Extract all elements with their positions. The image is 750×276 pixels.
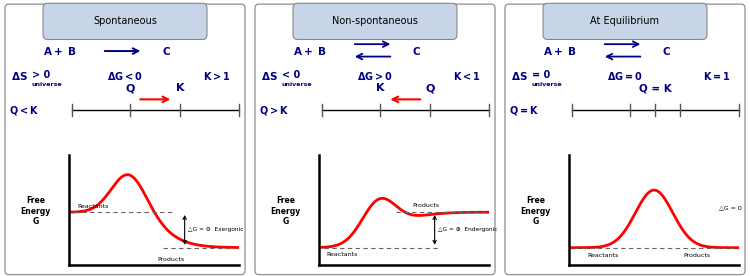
Text: $\mathbf{C}$: $\mathbf{C}$ (162, 45, 171, 57)
Text: universe: universe (32, 82, 62, 87)
Text: Q: Q (426, 83, 435, 93)
FancyBboxPatch shape (293, 3, 457, 39)
Text: Q = K: Q = K (639, 83, 672, 93)
Text: $\mathbf{K < 1}$: $\mathbf{K < 1}$ (453, 70, 481, 82)
FancyBboxPatch shape (543, 3, 707, 39)
Text: Q: Q (125, 83, 135, 93)
Text: Products: Products (683, 253, 710, 258)
Text: Reactants: Reactants (326, 251, 358, 256)
Text: $\mathbf{\Delta S}$: $\mathbf{\Delta S}$ (511, 70, 528, 82)
Text: At Equilibrium: At Equilibrium (590, 16, 659, 26)
Text: $\mathbf{C}$: $\mathbf{C}$ (412, 45, 421, 57)
Text: Free
Energy
G: Free Energy G (520, 196, 550, 226)
Text: $\mathbf{A + \ B}$: $\mathbf{A + \ B}$ (543, 45, 576, 57)
Text: $\mathbf{\Delta G = 0}$: $\mathbf{\Delta G = 0}$ (607, 70, 643, 82)
Text: K: K (176, 83, 184, 93)
Text: △G = 0: △G = 0 (718, 205, 741, 210)
Text: universe: universe (282, 82, 312, 87)
FancyBboxPatch shape (505, 4, 745, 275)
Text: $\mathbf{C}$: $\mathbf{C}$ (662, 45, 670, 57)
Text: < 0: < 0 (282, 70, 300, 79)
Text: $\mathbf{K = 1}$: $\mathbf{K = 1}$ (704, 70, 731, 82)
Text: Reactants: Reactants (587, 253, 619, 258)
Text: Free
Energy
G: Free Energy G (20, 196, 50, 226)
Text: $\mathbf{\Delta S}$: $\mathbf{\Delta S}$ (11, 70, 28, 82)
Text: △G = ⊕  Endergonic: △G = ⊕ Endergonic (438, 227, 497, 232)
Text: Non-spontaneous: Non-spontaneous (332, 16, 418, 26)
Text: $\mathbf{\Delta G > 0}$: $\mathbf{\Delta G > 0}$ (357, 70, 393, 82)
Text: Free
Energy
G: Free Energy G (270, 196, 301, 226)
Text: $\mathbf{Q < K}$: $\mathbf{Q < K}$ (8, 104, 38, 117)
Text: Spontaneous: Spontaneous (93, 16, 157, 26)
Text: $\mathbf{K > 1}$: $\mathbf{K > 1}$ (203, 70, 231, 82)
Text: $\mathbf{A + \ B}$: $\mathbf{A + \ B}$ (43, 45, 76, 57)
Text: △G = ⊖  Exergonic: △G = ⊖ Exergonic (188, 227, 244, 232)
Text: Reactants: Reactants (78, 204, 109, 209)
Text: Products: Products (158, 257, 184, 262)
FancyBboxPatch shape (255, 4, 495, 275)
Text: $\mathbf{A + \ B}$: $\mathbf{A + \ B}$ (292, 45, 326, 57)
Text: $\mathbf{Q > K}$: $\mathbf{Q > K}$ (259, 104, 289, 117)
Text: $\mathbf{\Delta G < 0}$: $\mathbf{\Delta G < 0}$ (107, 70, 143, 82)
Text: = 0: = 0 (532, 70, 550, 79)
Text: universe: universe (532, 82, 562, 87)
Text: > 0: > 0 (32, 70, 50, 79)
Text: $\mathbf{Q = K}$: $\mathbf{Q = K}$ (509, 104, 538, 117)
FancyBboxPatch shape (43, 3, 207, 39)
Text: Products: Products (413, 203, 440, 208)
Text: K: K (376, 83, 385, 93)
Text: $\mathbf{\Delta S}$: $\mathbf{\Delta S}$ (261, 70, 278, 82)
FancyBboxPatch shape (5, 4, 245, 275)
